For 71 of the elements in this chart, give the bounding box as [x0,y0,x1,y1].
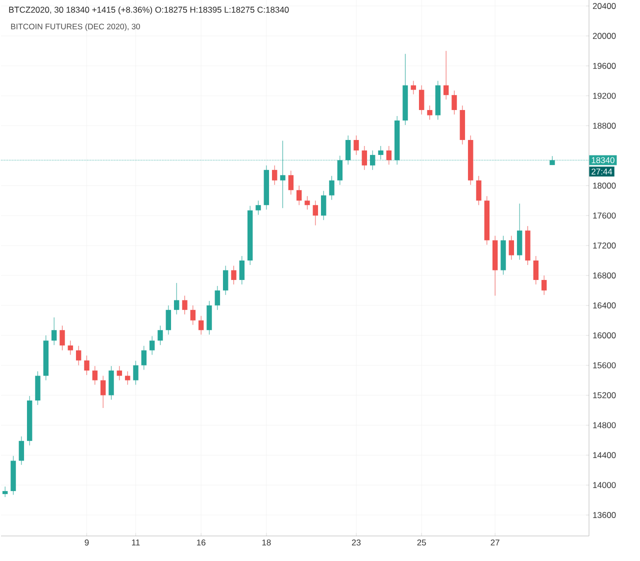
y-tick-label: 13600 [593,512,616,518]
candlestick [329,176,334,200]
candlestick [60,325,65,351]
y-tick-label: 15600 [593,362,616,368]
candlestick [272,165,278,186]
x-tick-label: 11 [132,540,140,546]
y-tick-label: 19200 [593,92,616,99]
candlestick [386,146,392,165]
candlestick [320,190,326,220]
candlestick [222,265,228,296]
y-tick-label: 14400 [593,452,616,458]
candlestick [149,336,155,356]
candlestick [541,275,547,296]
y-tick-label: 17600 [593,212,616,219]
y-tick-label: 20000 [592,32,616,39]
y-tick-label: 14000 [593,482,616,488]
candlestick [452,90,457,115]
candlestick [141,346,147,370]
y-tick-label: 16000 [593,332,616,338]
candlestick [443,50,449,100]
candlestick [362,146,368,170]
candlestick [304,196,310,210]
candlestick [100,376,106,408]
y-tick-label: 15200 [593,392,616,398]
candlestick [124,371,130,386]
y-tick-label: 14800 [593,422,616,428]
candlestick [84,355,90,376]
y-tick-label: 17200 [593,242,616,249]
candlestick [92,366,98,386]
candlestick [190,305,196,326]
candlestick [312,200,318,226]
candlestick [427,105,432,120]
candlestick [133,360,138,386]
y-tick-label: 18800 [593,122,616,129]
y-tick-label: 20400 [592,2,616,9]
candlestick [198,316,204,335]
text: BTCZ2020, 30 18340 +1415 (+8.36%) O:18275 H:18395 L:18275 C:18340 [9,6,289,14]
candlestick [239,256,245,285]
candlestick [288,170,294,195]
candlestick [533,256,539,285]
y-tick-label: 16800 [593,272,616,278]
x-tick-label: 23 [352,540,361,546]
candlestick [158,325,163,346]
candlestick [68,340,74,356]
ref-line-label: 18340 [592,157,614,164]
candlestick [214,286,220,310]
candlestick [116,366,122,381]
candlestick [410,80,416,95]
x-tick-label: 25 [417,540,426,546]
candlestick [182,295,188,315]
candlestick [174,282,180,315]
y-tick-label: 19600 [593,62,616,69]
y-tick-label: 18000 [593,182,616,189]
candlestick [476,176,482,206]
candlestick [418,85,424,115]
x-tick-label: 9 [84,540,89,546]
candlestick [354,135,359,156]
candlestick [166,305,172,335]
text: 27:44 [592,168,612,174]
candlestick [51,317,57,346]
candlestick [508,236,514,260]
y-tick-label: 16400 [593,302,616,308]
x-tick-label: 16 [197,540,206,546]
candlestick [76,346,82,366]
candlestick [296,185,302,206]
candlestick [256,200,261,216]
candlestick [2,486,8,498]
x-tick-label: 18 [262,540,271,546]
candlestick [18,436,24,466]
candlestick [231,265,236,285]
x-tick-label: 27 [490,540,500,546]
